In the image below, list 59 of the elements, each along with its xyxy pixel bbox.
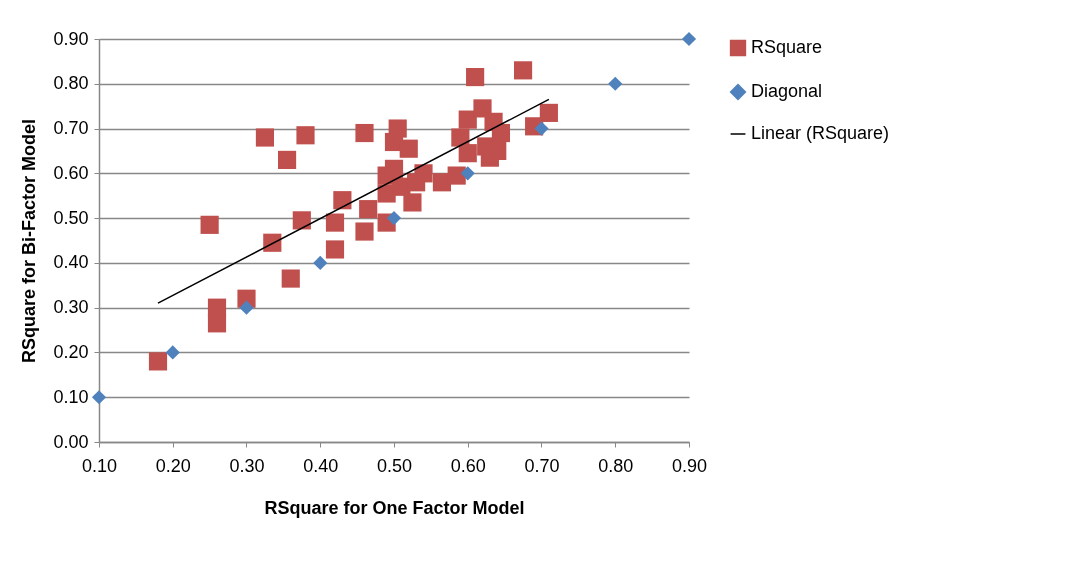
point <box>239 300 254 315</box>
y-tick-label: 0.30 <box>53 297 89 318</box>
x-tick-label: 0.20 <box>155 455 191 476</box>
y-tick-label: 0.90 <box>53 28 89 49</box>
point <box>458 144 477 163</box>
point <box>281 269 300 288</box>
point <box>534 121 549 136</box>
point <box>296 126 315 145</box>
point <box>355 222 374 241</box>
point <box>200 215 219 234</box>
point <box>325 240 345 259</box>
point <box>384 159 404 178</box>
y-tick-label: 0.40 <box>53 252 89 273</box>
point <box>458 110 477 129</box>
point <box>292 211 311 230</box>
point <box>313 255 328 270</box>
point <box>165 345 180 360</box>
point <box>513 61 533 80</box>
point <box>355 123 374 143</box>
x-tick-label: 0.70 <box>524 455 560 476</box>
point <box>608 76 623 91</box>
point <box>255 128 275 147</box>
legend-label: RSquare <box>751 37 823 57</box>
y-tick-label: 0.50 <box>53 207 89 228</box>
y-tick-label: 0.20 <box>53 341 89 362</box>
point <box>207 314 227 333</box>
legend-label: Diagonal <box>751 81 823 101</box>
y-tick-label: 0.00 <box>53 431 89 452</box>
x-tick-label: 0.50 <box>376 455 413 476</box>
point <box>359 200 378 219</box>
x-axis-title: RSquare for One Factor Model <box>264 497 525 518</box>
point <box>403 193 422 212</box>
point <box>325 213 345 232</box>
x-tick-label: 0.30 <box>229 455 265 476</box>
x-tick-label: 0.10 <box>81 455 118 476</box>
point <box>388 119 407 138</box>
y-tick-label: 0.80 <box>53 73 89 94</box>
point <box>681 31 697 47</box>
point <box>447 166 466 185</box>
point <box>91 390 107 405</box>
x-tick-label: 0.60 <box>450 455 486 476</box>
x-tick-label: 0.90 <box>671 455 708 476</box>
y-tick-label: 0.70 <box>53 118 89 139</box>
point <box>491 123 511 143</box>
point <box>414 164 433 183</box>
point <box>399 139 418 158</box>
point <box>539 103 558 122</box>
legend-label: Linear (RSquare) <box>751 123 890 143</box>
point <box>460 166 475 181</box>
point <box>333 191 352 210</box>
y-tick-label: 0.60 <box>53 162 89 183</box>
x-tick-label: 0.80 <box>598 455 634 476</box>
point <box>277 150 297 169</box>
point <box>386 211 402 226</box>
y-axis-title: RSquare for Bi-Factor Model <box>19 118 40 364</box>
x-tick-label: 0.40 <box>303 455 339 476</box>
point <box>148 352 168 371</box>
y-tick-label: 0.10 <box>53 386 89 407</box>
point <box>466 67 485 87</box>
